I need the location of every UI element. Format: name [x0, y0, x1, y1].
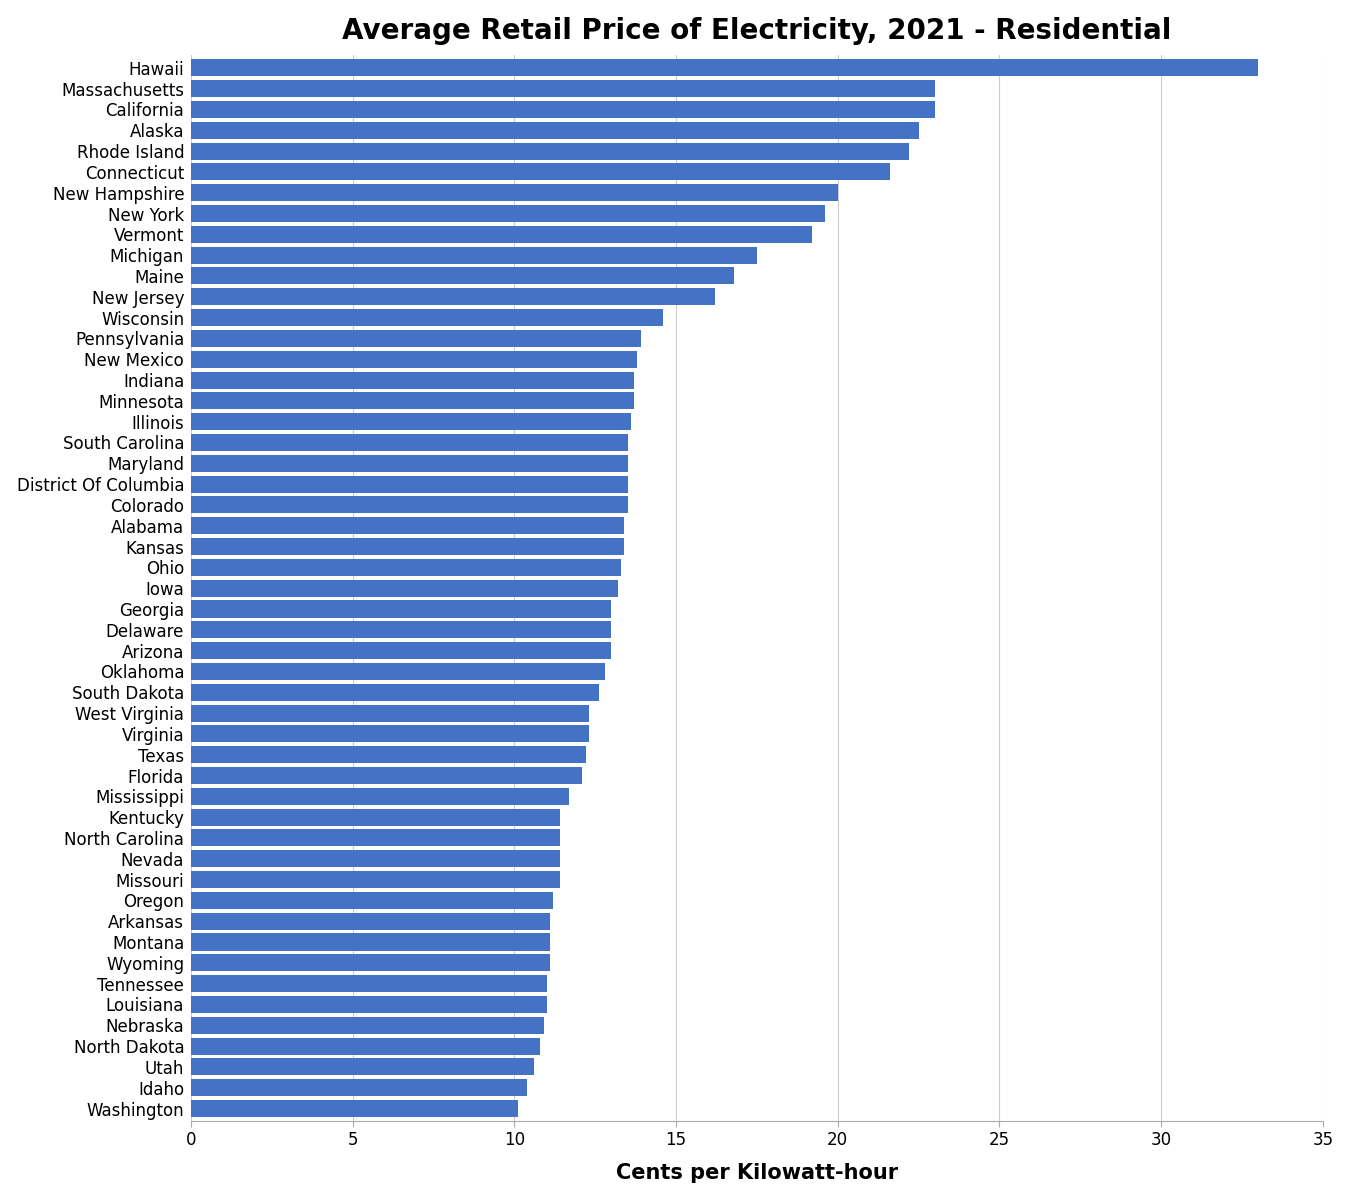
- Bar: [192, 642, 612, 659]
- Bar: [192, 143, 909, 160]
- Bar: [192, 310, 663, 326]
- Bar: [192, 892, 554, 908]
- Bar: [192, 455, 628, 472]
- Bar: [192, 954, 549, 971]
- Bar: [192, 247, 757, 264]
- Bar: [192, 809, 560, 826]
- Bar: [192, 559, 621, 576]
- Bar: [192, 350, 637, 367]
- Bar: [192, 163, 890, 180]
- Bar: [192, 268, 734, 284]
- Bar: [192, 184, 838, 202]
- Bar: [192, 497, 628, 514]
- Bar: [192, 684, 598, 701]
- Bar: [192, 871, 560, 888]
- Bar: [192, 392, 634, 409]
- Bar: [192, 205, 825, 222]
- Bar: [192, 787, 570, 805]
- X-axis label: Cents per Kilowatt-hour: Cents per Kilowatt-hour: [616, 1163, 898, 1183]
- Bar: [192, 413, 630, 430]
- Bar: [192, 538, 625, 556]
- Bar: [192, 517, 625, 534]
- Bar: [192, 976, 547, 992]
- Bar: [192, 1058, 533, 1075]
- Bar: [192, 746, 586, 763]
- Bar: [192, 121, 918, 139]
- Bar: [192, 913, 549, 930]
- Bar: [192, 1079, 528, 1097]
- Title: Average Retail Price of Electricity, 2021 - Residential: Average Retail Price of Electricity, 202…: [343, 17, 1172, 44]
- Bar: [192, 767, 582, 784]
- Bar: [192, 580, 618, 596]
- Bar: [192, 434, 628, 451]
- Bar: [192, 622, 612, 638]
- Bar: [192, 372, 634, 389]
- Bar: [192, 226, 811, 242]
- Bar: [192, 1100, 517, 1117]
- Bar: [192, 829, 560, 846]
- Bar: [192, 80, 934, 97]
- Bar: [192, 934, 549, 950]
- Bar: [192, 662, 605, 680]
- Bar: [192, 851, 560, 868]
- Bar: [192, 1016, 544, 1034]
- Bar: [192, 704, 589, 721]
- Bar: [192, 600, 612, 618]
- Bar: [192, 1038, 540, 1055]
- Bar: [192, 288, 716, 305]
- Bar: [192, 725, 589, 743]
- Bar: [192, 996, 547, 1013]
- Bar: [192, 475, 628, 493]
- Bar: [192, 330, 640, 347]
- Bar: [192, 59, 1258, 77]
- Bar: [192, 101, 934, 118]
